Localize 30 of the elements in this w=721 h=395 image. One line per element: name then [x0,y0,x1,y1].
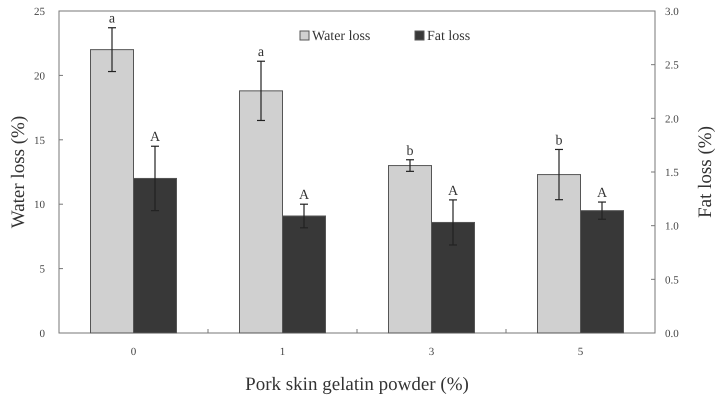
y2-axis-title: Fat loss (%) [695,126,716,218]
y-axis-title: Water loss (%) [8,116,29,228]
y2-tick-label: 2.0 [665,113,680,126]
annotation: b [406,144,414,159]
annotation: b [556,133,562,148]
y-tick-label: 5 [40,264,46,276]
annotation: A [298,188,310,204]
y2-tick-label: 1.5 [665,167,680,179]
x-tick-label: 5 [578,346,584,358]
x-tick-label: 1 [280,346,286,358]
y-tick-label: 20 [34,70,46,82]
y-tick-label: 0 [40,328,46,340]
annotation: A [596,186,608,202]
annotation: A [150,130,161,146]
y2-tick-label: 2.5 [665,60,680,72]
y-tick-label: 15 [34,134,46,147]
annotation: a [108,12,116,27]
x-tick-label: 0 [130,346,137,358]
x-axis-title: Pork skin gelatin powder (%) [245,374,469,395]
y2-tick-label: 3.0 [665,6,680,18]
y2-tick-label: 1.0 [665,220,680,233]
y2-tick-label: 0.5 [665,274,680,286]
y2-tick-label: 0.0 [665,328,680,340]
annotation: a [258,45,265,60]
y-tick-label: 10 [34,199,46,212]
legend-label: Fat loss [427,29,470,44]
x-tick-label: 3 [428,346,435,358]
annotation: A [448,184,459,199]
y-tick-label: 25 [34,6,46,18]
legend-label: Water loss [312,29,370,44]
